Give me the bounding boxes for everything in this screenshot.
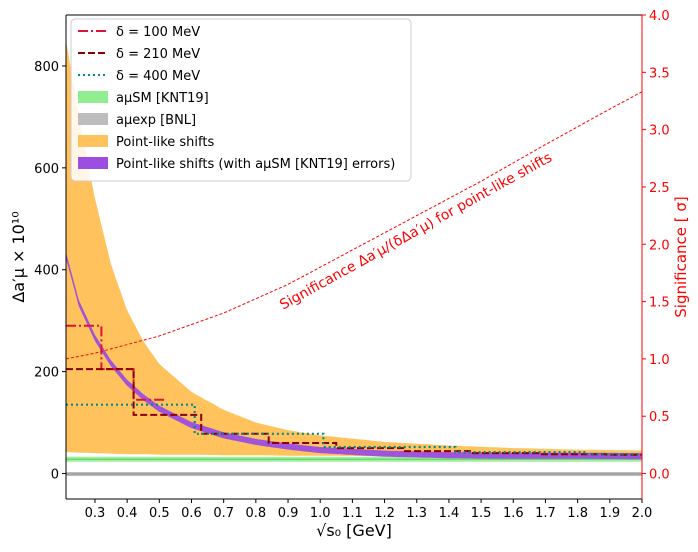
legend-label: δ = 400 MeV — [116, 69, 200, 84]
x-tick-label: 1.5 — [471, 506, 492, 521]
x-tick-label: 0.7 — [213, 506, 234, 521]
y-left-axis-label: Δa′μ × 10¹⁰ — [9, 211, 28, 302]
y-right-tick-label: 2.0 — [649, 238, 670, 253]
x-tick-label: 1.2 — [374, 506, 395, 521]
x-tick-label: 2.0 — [632, 506, 653, 521]
y-right-tick-label: 3.5 — [649, 66, 670, 81]
y-left-tick-label: 800 — [34, 60, 59, 75]
y-right-tick-label: 0.0 — [649, 468, 670, 483]
x-tick-label: 1.1 — [342, 506, 363, 521]
x-tick-label: 0.6 — [181, 506, 202, 521]
y-right-tick-label: 2.5 — [649, 181, 670, 196]
series-2-steps — [66, 403, 642, 456]
x-tick-label: 1.6 — [503, 506, 524, 521]
legend-label: δ = 210 MeV — [116, 47, 200, 62]
x-tick-label: 0.5 — [149, 506, 170, 521]
legend-box — [70, 18, 412, 182]
y-left-tick-label: 0 — [51, 468, 59, 483]
x-tick-label: 0.8 — [246, 506, 267, 521]
x-axis-label: √s₀ [GeV] — [316, 521, 392, 540]
x-tick-label: 0.9 — [278, 506, 299, 521]
legend-label: aμexp [BNL] — [116, 113, 196, 128]
y-right-tick-label: 1.5 — [649, 296, 670, 311]
x-tick-label: 1.8 — [567, 506, 588, 521]
x-tick-label: 1.0 — [310, 506, 331, 521]
legend-swatch — [78, 135, 108, 147]
legend-swatch — [78, 91, 108, 103]
y-right-tick-label: 1.0 — [649, 353, 670, 368]
y-right-tick-label: 3.0 — [649, 124, 670, 139]
x-tick-label: 0.4 — [117, 506, 138, 521]
point-like-band — [66, 40, 642, 458]
y-right-tick-label: 4.0 — [649, 9, 670, 24]
x-tick-label: 1.9 — [599, 506, 620, 521]
y-left-tick-label: 400 — [34, 264, 59, 279]
y-left-tick-label: 600 — [34, 162, 59, 177]
legend-swatch — [78, 157, 108, 169]
legend-label: δ = 100 MeV — [116, 25, 200, 40]
x-tick-label: 1.4 — [439, 506, 460, 521]
x-tick-label: 1.7 — [535, 506, 556, 521]
x-tick-label: 0.3 — [85, 506, 106, 521]
y-right-tick-label: 0.5 — [649, 410, 670, 425]
legend-label: Point-like shifts — [116, 135, 214, 150]
x-tick-label: 1.3 — [406, 506, 427, 521]
y-right-axis-label: Significance [ σ] — [672, 196, 690, 318]
legend-label: Point-like shifts (with aμSM [KNT19] err… — [116, 157, 395, 172]
legend-label: aμSM [KNT19] — [116, 91, 209, 106]
legend-swatch — [78, 113, 108, 125]
y-left-tick-label: 200 — [34, 366, 59, 381]
